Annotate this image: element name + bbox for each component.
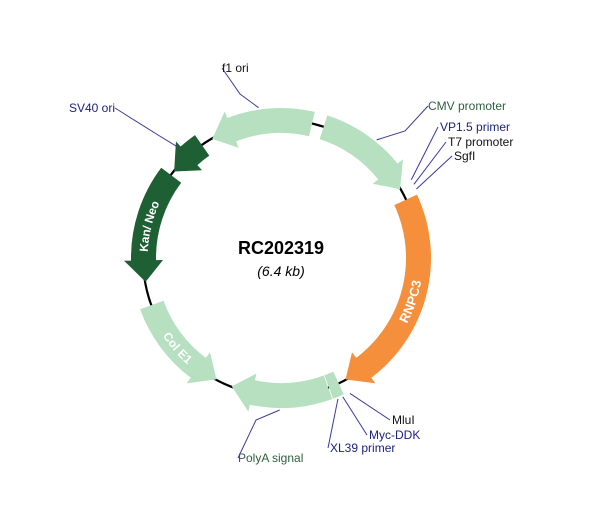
feature-cmv bbox=[320, 115, 403, 189]
site-t7-line bbox=[414, 142, 446, 184]
site-label-sgfi: SgfI bbox=[454, 149, 475, 163]
site-vp15-line bbox=[411, 127, 438, 180]
feature-f1ori bbox=[212, 108, 314, 148]
feature-label-polya: PolyA signal bbox=[238, 451, 303, 465]
plasmid-name: RC202319 bbox=[238, 238, 324, 258]
feature-label-sv40: SV40 ori bbox=[69, 101, 115, 115]
plasmid-size: (6.4 kb) bbox=[257, 263, 304, 279]
site-label-xl39: XL39 primer bbox=[330, 441, 395, 455]
site-label-mlui: MluI bbox=[392, 413, 415, 427]
plasmid-map: CMV promoterRNPC3PolyA signalCol E1Kan/ … bbox=[0, 0, 600, 512]
feature-sv40 bbox=[174, 135, 209, 171]
feature-sv40-line bbox=[115, 108, 177, 147]
site-mlui-line bbox=[350, 393, 390, 420]
feature-polya bbox=[232, 373, 333, 411]
feature-cmv-line bbox=[377, 106, 428, 140]
feature-label-cmv: CMV promoter bbox=[428, 99, 506, 113]
site-label-myc: Myc-DDK bbox=[369, 428, 420, 442]
site-label-t7: T7 promoter bbox=[448, 135, 513, 149]
site-sgfi-line bbox=[416, 156, 452, 189]
site-label-vp15: VP1.5 primer bbox=[440, 120, 510, 134]
feature-label-f1ori: f1 ori bbox=[222, 61, 249, 75]
